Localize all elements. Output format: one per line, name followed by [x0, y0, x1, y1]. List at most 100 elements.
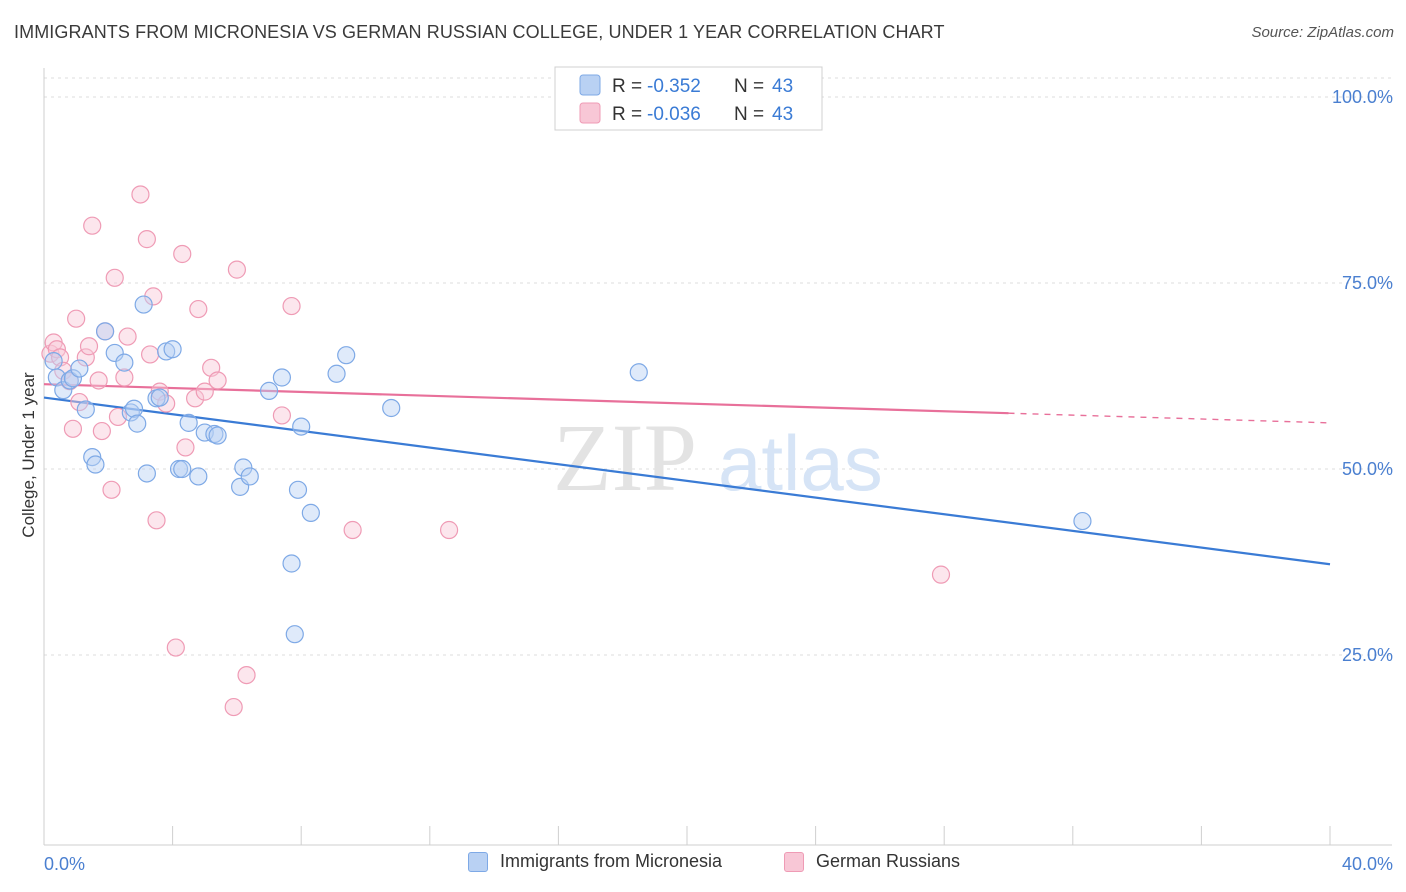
point-german-russians-16: [105, 268, 124, 287]
point-micronesia-22: [173, 459, 192, 479]
point-german-russians-37: [237, 665, 256, 685]
point-german-russians-21: [137, 230, 156, 249]
point-german-russians-11: [83, 216, 102, 235]
point-micronesia-39: [337, 346, 356, 365]
point-micronesia-40: [382, 398, 401, 418]
point-german-russians-29: [176, 438, 195, 457]
stats-legend: R = -0.352 N = 43 R = -0.036 N = 43: [554, 66, 823, 131]
legend-item-micronesia: Immigrants from Micronesia: [468, 851, 722, 872]
point-micronesia-24: [189, 467, 208, 486]
point-micronesia-29: [234, 458, 253, 477]
legend-label-micronesia: Immigrants from Micronesia: [500, 851, 723, 871]
watermark-atlas: atlas: [718, 419, 883, 507]
legend-item-german-russians: German Russians: [784, 851, 960, 872]
point-micronesia-15: [134, 295, 153, 314]
point-micronesia-30: [240, 467, 259, 486]
watermark: ZIP atlas: [553, 404, 883, 511]
x-tick-label-min: 0.0%: [44, 854, 85, 874]
point-german-russians-24: [147, 511, 166, 530]
chart-title: IMMIGRANTS FROM MICRONESIA VS GERMAN RUS…: [14, 22, 945, 42]
point-german-russians-36: [227, 260, 246, 279]
legend-r-label-blue: R =: [612, 76, 642, 97]
point-german-russians-4: [54, 361, 73, 380]
point-german-russians-38: [272, 406, 292, 425]
point-german-russians-35: [224, 697, 243, 717]
source-label: Source: ZipAtlas.com: [1251, 24, 1394, 41]
legend-r-label-pink: R =: [612, 104, 642, 125]
legend-swatch-german-russians: [784, 851, 804, 872]
legend-n-value-blue: 43: [772, 76, 793, 97]
point-micronesia-33: [282, 554, 301, 573]
legend-swatch-pink: [579, 102, 601, 124]
point-german-russians-40: [343, 520, 362, 540]
y-tick-label-75: 75.0%: [1342, 273, 1393, 293]
point-micronesia-2: [54, 381, 73, 400]
point-german-russians-13: [92, 421, 111, 441]
trend-line-german-russians-extrapolated: [1008, 412, 1331, 424]
point-micronesia-42: [1073, 511, 1092, 531]
legend-n-value-pink: 43: [772, 104, 793, 125]
point-micronesia-38: [327, 364, 346, 383]
point-german-russians-39: [282, 296, 301, 316]
point-german-russians-34: [208, 371, 227, 390]
trend-lines: [43, 383, 1331, 566]
point-german-russians-10: [79, 337, 99, 356]
point-german-russians-18: [115, 368, 134, 387]
axes: [43, 68, 1392, 846]
point-micronesia-14: [128, 414, 147, 433]
point-german-russians-41: [439, 520, 459, 540]
trend-line-micronesia: [43, 396, 1331, 566]
point-german-russians-15: [102, 480, 121, 499]
y-tick-label-25: 25.0%: [1342, 645, 1393, 665]
legend-label-german-russians: German Russians: [816, 851, 961, 871]
data-points: [41, 185, 1092, 717]
point-micronesia-16: [137, 464, 156, 483]
point-micronesia-31: [259, 381, 279, 400]
point-micronesia-4: [63, 369, 83, 388]
point-micronesia-3: [60, 371, 79, 390]
legend-n-label-blue: N =: [734, 76, 764, 97]
point-german-russians-32: [195, 382, 214, 401]
point-micronesia-41: [629, 363, 648, 382]
point-german-russians-7: [67, 309, 86, 328]
point-micronesia-10: [105, 343, 124, 363]
y-tick-label-100: 100.0%: [1332, 87, 1393, 107]
point-micronesia-36: [292, 417, 311, 436]
watermark-zip: ZIP: [553, 404, 697, 511]
point-micronesia-37: [301, 503, 320, 522]
point-german-russians-31: [189, 299, 208, 319]
point-german-russians-22: [140, 345, 160, 364]
point-micronesia-13: [124, 399, 144, 418]
legend-swatch-micronesia: [468, 851, 488, 872]
legend-r-value-blue: -0.352: [647, 76, 701, 97]
point-micronesia-35: [288, 480, 308, 499]
legend-r-value-pink: -0.036: [647, 104, 701, 125]
point-micronesia-11: [115, 353, 134, 372]
point-german-russians-42: [931, 565, 951, 584]
point-german-russians-12: [89, 371, 108, 390]
point-micronesia-6: [76, 400, 95, 419]
point-micronesia-5: [70, 359, 89, 378]
y-axis-label: College, Under 1 year: [19, 372, 38, 538]
legend-n-label-pink: N =: [734, 104, 764, 125]
trend-line-german-russians: [43, 383, 1009, 415]
point-german-russians-30: [186, 389, 205, 408]
point-micronesia-9: [95, 322, 115, 341]
point-german-russians-6: [63, 419, 83, 438]
point-micronesia-18: [150, 388, 169, 407]
grid-lines: [44, 77, 1392, 656]
point-micronesia-32: [272, 368, 292, 387]
point-micronesia-8: [86, 455, 105, 474]
tick-labels: 25.0% 50.0% 75.0% 100.0% 0.0% 40.0%: [44, 87, 1393, 874]
point-german-russians-20: [131, 185, 150, 204]
point-german-russians-28: [173, 244, 192, 264]
legend-swatch-blue: [579, 74, 601, 96]
point-micronesia-0: [44, 352, 63, 371]
point-micronesia-34: [285, 625, 304, 644]
point-micronesia-20: [163, 340, 182, 359]
point-german-russians-9: [76, 348, 95, 367]
y-tick-label-50: 50.0%: [1342, 459, 1393, 479]
point-german-russians-8: [70, 392, 89, 412]
point-micronesia-27: [208, 426, 227, 445]
